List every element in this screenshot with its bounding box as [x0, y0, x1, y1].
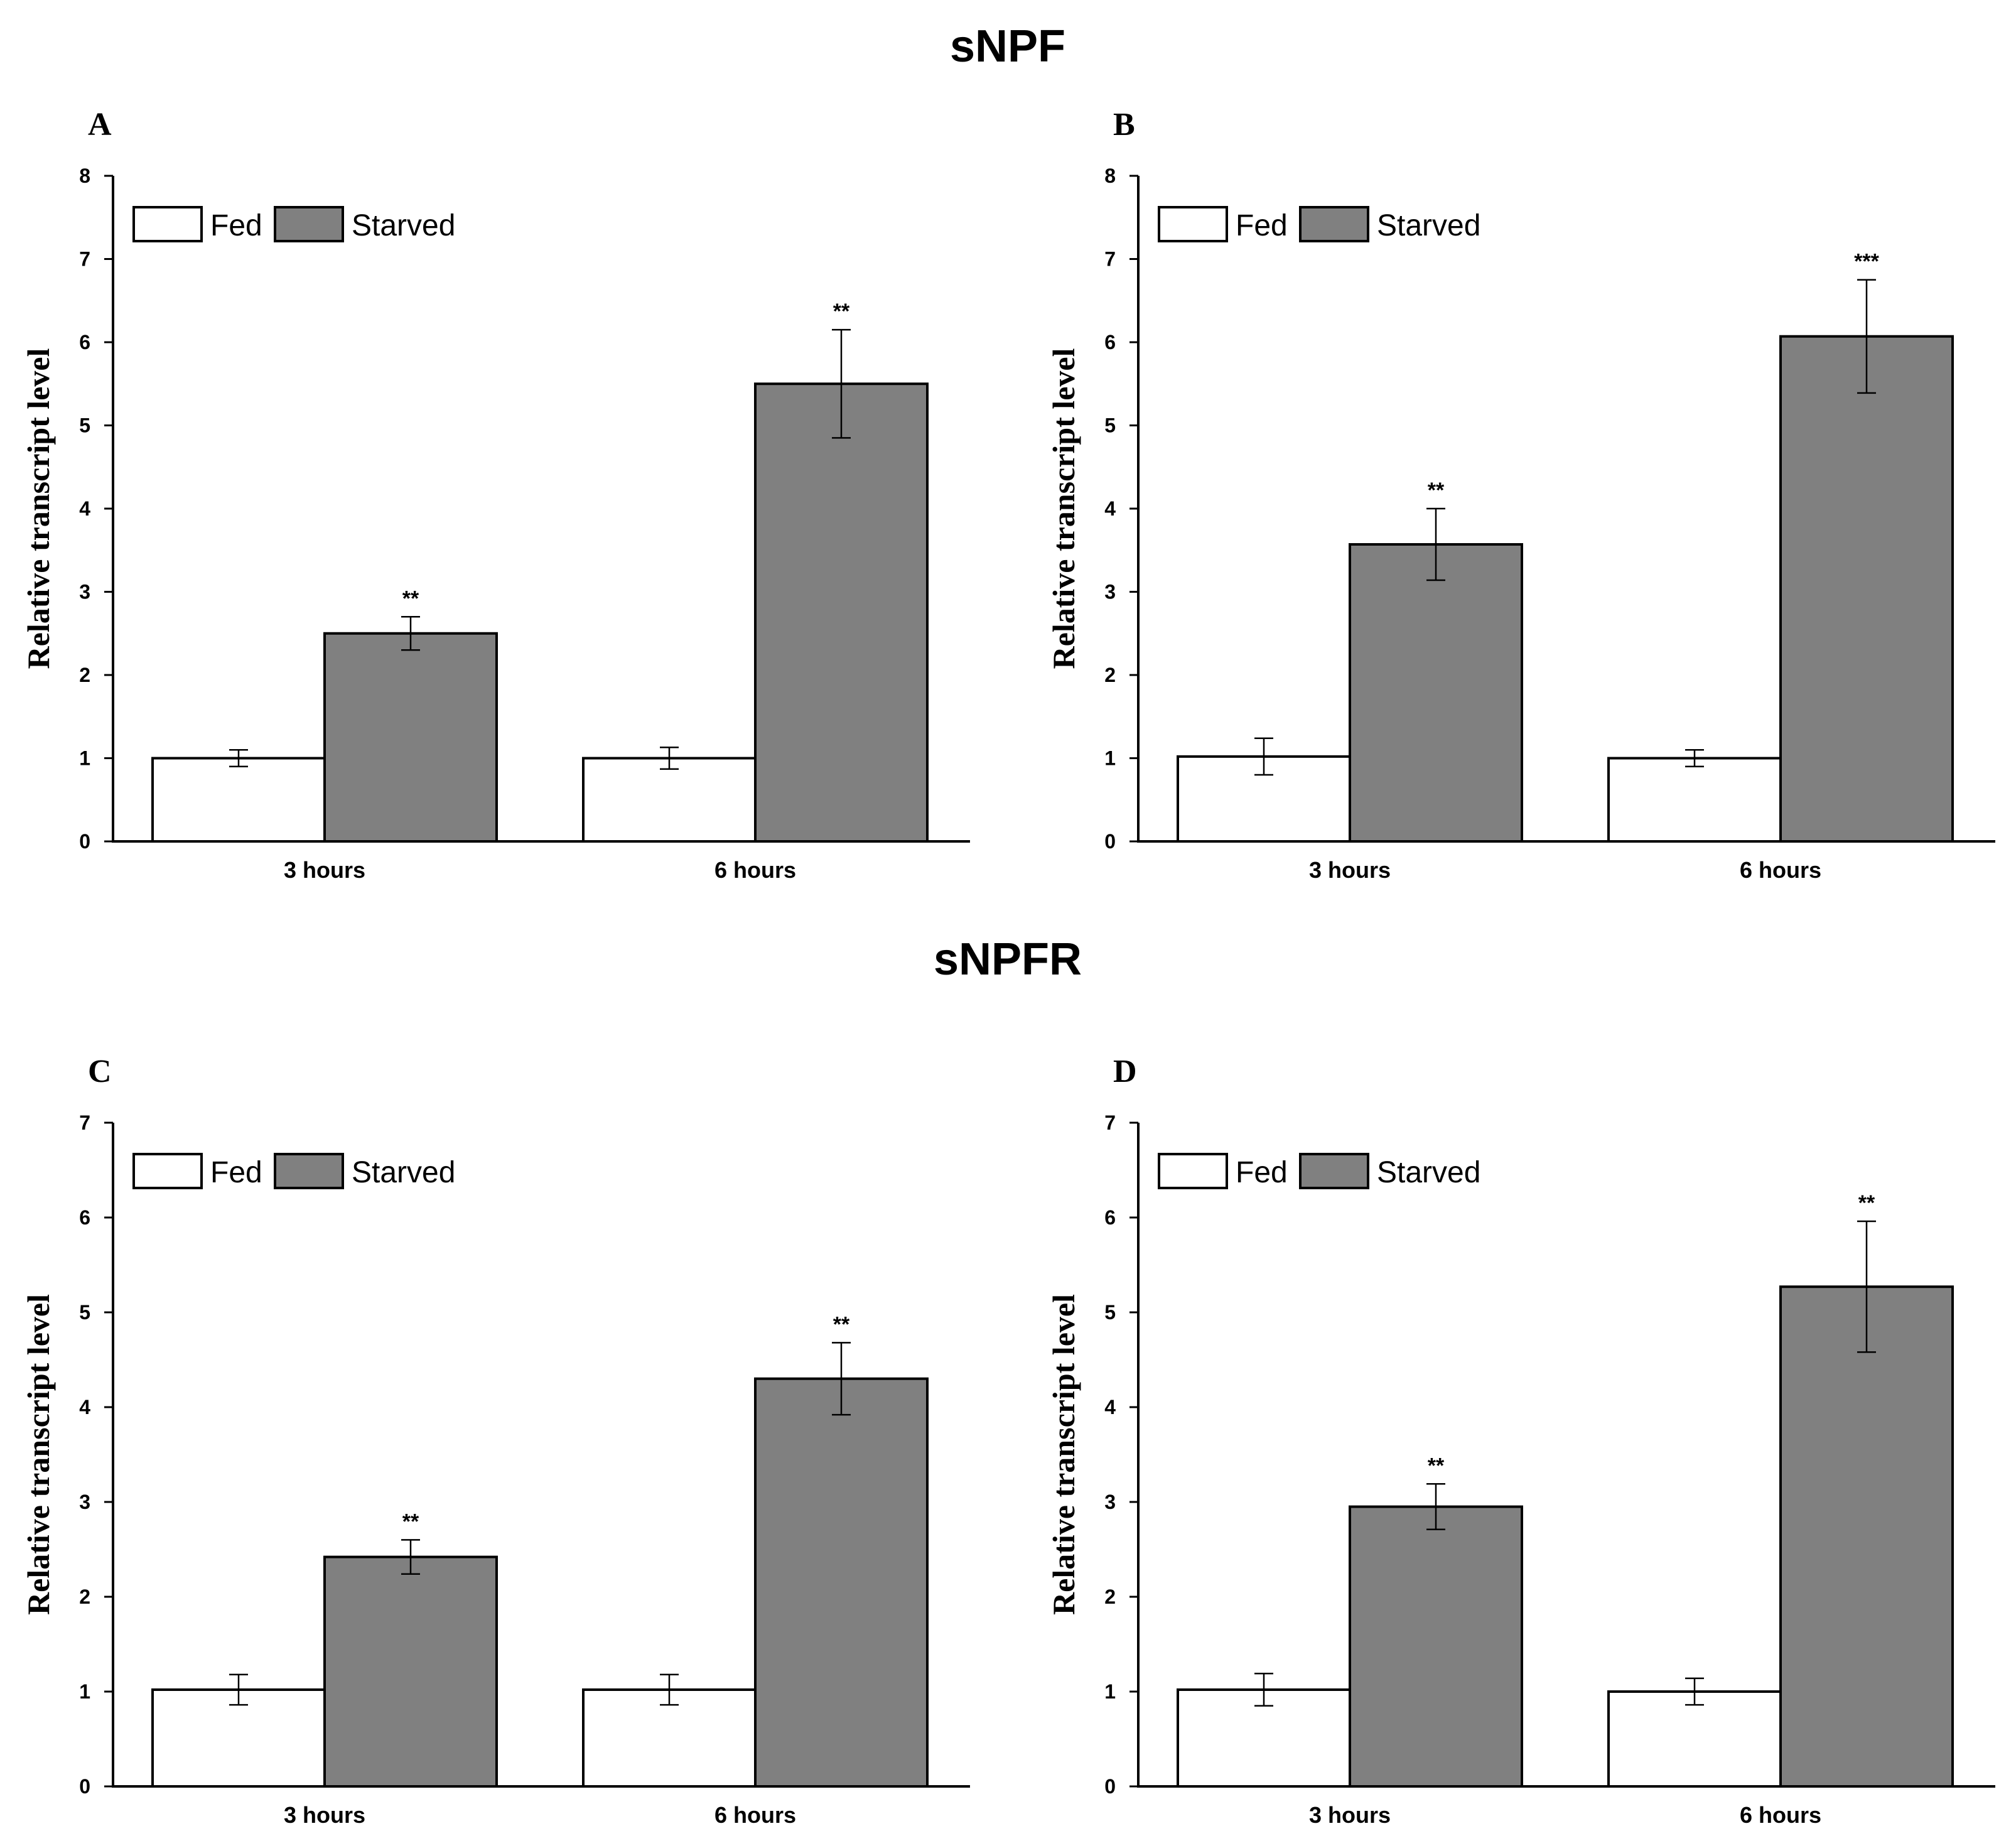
legend-label-starved: Starved — [1377, 209, 1480, 242]
y-tick-label: 0 — [79, 830, 90, 853]
y-tick-label: 3 — [79, 1491, 90, 1513]
legend-label-fed: Fed — [1236, 209, 1288, 242]
bar-starved-3-hours — [323, 632, 498, 843]
significance-mark: ** — [1428, 478, 1445, 502]
x-tick-label: 6 hours — [714, 1802, 796, 1828]
significance-mark: *** — [1854, 250, 1879, 274]
y-tick-label: 2 — [79, 664, 90, 686]
significance-mark: ** — [1428, 1454, 1445, 1477]
y-tick-label: 2 — [1104, 1585, 1116, 1608]
x-tick-label: 6 hours — [714, 857, 796, 883]
legend-swatch-fed — [132, 1153, 203, 1189]
bar-starved-3-hours — [1349, 1505, 1523, 1788]
y-tick-label: 0 — [79, 1775, 90, 1798]
y-tick-label: 3 — [1104, 1491, 1116, 1513]
bar-fed-6-hours — [582, 757, 757, 843]
legend-label-starved: Starved — [352, 1156, 455, 1189]
bar-starved-3-hours — [323, 1555, 498, 1788]
y-tick-label: 5 — [1104, 414, 1116, 437]
panel-letter: B — [1113, 107, 1135, 143]
y-axis-label: Relative transcript level — [1046, 1294, 1081, 1615]
legend-swatch-fed — [132, 206, 203, 242]
y-tick-label: 5 — [79, 1301, 90, 1324]
y-axis-label: Relative transcript level — [1046, 348, 1081, 669]
legend-swatch-starved — [1299, 206, 1369, 242]
significance-mark: ** — [402, 586, 419, 610]
x-tick-label: 3 hours — [1309, 1802, 1391, 1828]
x-tick-label: 3 hours — [284, 857, 365, 883]
y-tick-label: 8 — [1104, 165, 1116, 187]
legend-label-fed: Fed — [210, 1156, 262, 1189]
panel-d: D Relative transcript level 0 1 2 3 4 5 6 7 ** 3 ho… — [1046, 1054, 1995, 1828]
section-title-snpfr: sNPFR — [934, 934, 1082, 985]
legend-swatch-starved — [1299, 1153, 1369, 1189]
bar-fed-6-hours — [1607, 1690, 1782, 1788]
y-tick-label: 0 — [1104, 830, 1116, 853]
y-tick-label: 2 — [1104, 664, 1116, 686]
bar-starved-6-hours — [1779, 335, 1954, 843]
panel-c: C Relative transcript level 0 1 2 3 4 5 6 7 ** 3 ho… — [21, 1054, 970, 1828]
y-tick-label: 2 — [79, 1585, 90, 1608]
legend-label-fed: Fed — [1236, 1156, 1288, 1189]
bar-starved-6-hours — [754, 382, 929, 843]
y-tick-label: 6 — [79, 1206, 90, 1229]
legend-label-starved: Starved — [1377, 1156, 1480, 1189]
y-tick-label: 4 — [1104, 1396, 1116, 1418]
bar-starved-6-hours — [1779, 1285, 1954, 1788]
panel-a: A Relative transcript level 0 1 2 3 4 5 6 7 8 ** 3 h… — [21, 107, 970, 883]
x-tick-label: 3 hours — [284, 1802, 365, 1828]
y-tick-label: 6 — [1104, 1206, 1116, 1229]
y-tick-label: 3 — [79, 581, 90, 603]
bar-fed-3-hours — [151, 757, 326, 843]
significance-mark: ** — [402, 1509, 419, 1533]
y-tick-label: 1 — [1104, 747, 1116, 770]
y-tick-label: 7 — [79, 1111, 90, 1134]
y-tick-label: 6 — [79, 331, 90, 354]
y-tick-label: 7 — [1104, 1111, 1116, 1134]
section-title-snpf: sNPF — [950, 21, 1065, 72]
y-axis-label: Relative transcript level — [21, 348, 56, 669]
y-tick-label: 6 — [1104, 331, 1116, 354]
y-tick-label: 7 — [79, 248, 90, 271]
y-tick-label: 8 — [79, 165, 90, 187]
y-tick-label: 0 — [1104, 1775, 1116, 1798]
significance-mark: ** — [833, 1312, 850, 1336]
panel-letter: D — [1113, 1054, 1137, 1089]
x-tick-label: 6 hours — [1740, 1802, 1821, 1828]
legend-swatch-starved — [274, 206, 344, 242]
y-tick-label: 5 — [79, 414, 90, 437]
bar-fed-6-hours — [1607, 757, 1782, 843]
y-tick-label: 5 — [1104, 1301, 1116, 1324]
x-tick-label: 3 hours — [1309, 857, 1391, 883]
x-tick-label: 6 hours — [1740, 857, 1821, 883]
legend-label-fed: Fed — [210, 209, 262, 242]
y-tick-label: 4 — [79, 1396, 90, 1418]
panel-letter: C — [88, 1054, 112, 1089]
legend-swatch-starved — [274, 1153, 344, 1189]
legend-swatch-fed — [1158, 206, 1228, 242]
legend-label-starved: Starved — [352, 209, 455, 242]
bar-starved-6-hours — [754, 1377, 929, 1788]
y-tick-label: 4 — [79, 497, 90, 520]
y-axis-label: Relative transcript level — [21, 1294, 56, 1615]
y-tick-label: 7 — [1104, 248, 1116, 271]
legend-swatch-fed — [1158, 1153, 1228, 1189]
y-tick-label: 1 — [1104, 1680, 1116, 1703]
y-tick-label: 1 — [79, 747, 90, 770]
y-tick-label: 4 — [1104, 497, 1116, 520]
significance-mark: ** — [833, 300, 850, 323]
y-tick-label: 1 — [79, 1680, 90, 1703]
panel-letter: A — [88, 107, 112, 143]
bar-starved-3-hours — [1349, 543, 1523, 843]
y-tick-label: 3 — [1104, 581, 1116, 603]
panel-b: B Relative transcript level 0 1 2 3 4 5 6 7 8 ** 3 h… — [1046, 107, 1995, 883]
significance-mark: ** — [1858, 1191, 1875, 1215]
